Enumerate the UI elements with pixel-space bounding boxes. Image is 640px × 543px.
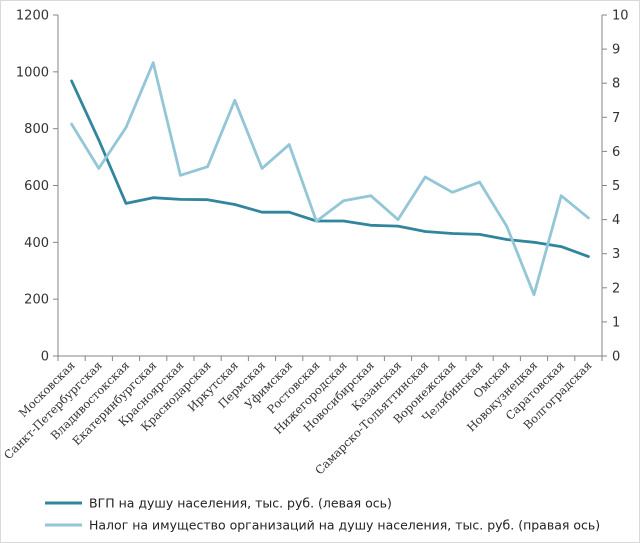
series-2-point bbox=[478, 180, 481, 184]
series-1-point bbox=[560, 245, 563, 248]
series-1-point bbox=[70, 79, 73, 83]
right-tick-label: 5 bbox=[612, 179, 620, 194]
series-line-2 bbox=[70, 61, 590, 297]
series-2-point bbox=[315, 220, 318, 223]
right-tick-label: 2 bbox=[612, 281, 620, 296]
series-1-point bbox=[369, 224, 372, 227]
series-1-point bbox=[532, 241, 536, 244]
right-tick-label: 8 bbox=[612, 77, 620, 92]
left-tick-label: 0 bbox=[41, 350, 49, 365]
series-1-point bbox=[424, 230, 427, 233]
series-2-point bbox=[233, 99, 236, 102]
series-1-point bbox=[451, 232, 454, 235]
series-lines bbox=[70, 61, 590, 297]
left-tick-label: 1200 bbox=[16, 9, 49, 24]
right-tick-label: 3 bbox=[612, 247, 620, 262]
right-tick-label: 9 bbox=[612, 43, 620, 58]
series-1-point bbox=[288, 211, 291, 214]
series-2-point bbox=[369, 194, 372, 197]
series-2-point bbox=[179, 174, 182, 177]
series-1-point bbox=[206, 198, 209, 201]
series-1-point bbox=[342, 219, 345, 223]
right-tick-label: 7 bbox=[612, 111, 620, 126]
series-2-point bbox=[396, 218, 400, 221]
left-tick-label: 200 bbox=[24, 293, 49, 308]
series-2-point bbox=[97, 167, 101, 170]
series-2-point bbox=[152, 61, 155, 64]
series-1-point bbox=[97, 138, 101, 142]
category-labels: МосковскаяСанкт-ПетербургскаяВладивосток… bbox=[1, 358, 595, 477]
legend: ВГП на душу населения, тыс. руб. (левая … bbox=[45, 496, 600, 533]
series-2-point bbox=[342, 199, 345, 203]
left-tick-label: 400 bbox=[24, 236, 49, 251]
series-2-point bbox=[288, 143, 291, 146]
series-2-point bbox=[260, 167, 264, 170]
series-1-point bbox=[152, 196, 155, 199]
left-tick-label: 1000 bbox=[16, 65, 49, 80]
series-1-point bbox=[260, 211, 264, 214]
tick-labels: 0 200 400 600 800 1000 1200 0 1 2 3 4 5 6 7 8 9 10 bbox=[16, 9, 629, 365]
axes bbox=[53, 14, 607, 361]
series-2-point bbox=[70, 122, 73, 126]
legend-label-2: Налог на имущество организаций на душу н… bbox=[89, 518, 600, 533]
series-2-point bbox=[424, 175, 427, 179]
series-2-point bbox=[124, 126, 128, 129]
series-1-point bbox=[478, 233, 481, 236]
left-tick-label: 800 bbox=[24, 122, 49, 137]
series-2-point bbox=[206, 165, 209, 168]
right-tick-label: 1 bbox=[612, 315, 620, 330]
series-1-point bbox=[179, 198, 182, 201]
series-1-point bbox=[124, 202, 128, 205]
series-2-point bbox=[532, 293, 536, 296]
series-2-point bbox=[505, 225, 508, 228]
series-2-point bbox=[451, 191, 454, 194]
series-2-point bbox=[587, 216, 590, 220]
legend-label-1: ВГП на душу населения, тыс. руб. (левая … bbox=[89, 496, 392, 511]
series-1-point bbox=[505, 238, 508, 241]
left-tick-label: 600 bbox=[24, 179, 49, 194]
series-1-point bbox=[396, 224, 400, 228]
right-tick-label: 6 bbox=[612, 145, 620, 160]
right-tick-label: 4 bbox=[612, 213, 620, 228]
series-2-point bbox=[560, 194, 563, 197]
series-1-point bbox=[587, 255, 590, 258]
right-tick-label: 0 bbox=[612, 350, 620, 365]
right-tick-label: 10 bbox=[612, 9, 629, 24]
series-line-1 bbox=[70, 79, 590, 258]
series-1-point bbox=[233, 203, 236, 206]
